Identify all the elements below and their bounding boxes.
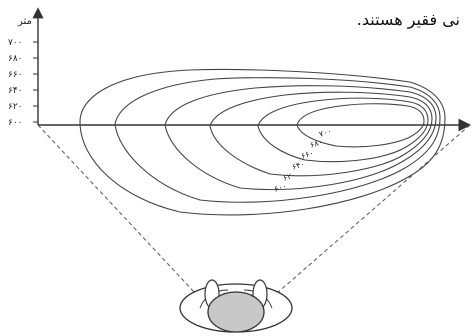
contour-label-700: ۷۰۰	[318, 126, 333, 139]
contour-label-600: ۶۰۰	[273, 181, 288, 194]
contour-line-620	[114, 77, 441, 203]
svg-text:۶۶۰: ۶۶۰	[8, 70, 23, 80]
svg-text:۶۰۰: ۶۰۰	[8, 118, 23, 128]
y-tick-0: ۷۰۰	[8, 38, 38, 48]
contour-line-600	[79, 68, 446, 216]
contour-line-660	[209, 91, 433, 177]
contour-label-640: ۶۴۰	[291, 159, 306, 172]
contour-label-620: ۶۲۰	[282, 170, 297, 183]
contour-line-680	[257, 97, 429, 163]
view-line-left	[37, 124, 197, 295]
svg-text:۷۰۰: ۷۰۰	[8, 38, 23, 48]
svg-text:۶۸۰: ۶۸۰	[8, 54, 23, 64]
caption-text: نی فقیر هستند.	[356, 10, 460, 29]
y-axis-unit: متر	[17, 16, 32, 27]
listener-head	[179, 279, 293, 333]
contour-line-700	[296, 103, 425, 148]
view-line-right	[275, 124, 471, 295]
contour-label-660: ۶۶۰	[300, 148, 315, 161]
y-tick-5: ۶۰۰	[8, 118, 38, 128]
head-oval	[207, 291, 265, 333]
y-tick-3: ۶۴۰	[8, 86, 38, 96]
y-tick-2: ۶۶۰	[8, 70, 38, 80]
svg-text:۶۴۰: ۶۴۰	[8, 86, 23, 96]
contour-label-680: ۶۸۰	[309, 137, 324, 150]
svg-text:۶۲۰: ۶۲۰	[8, 102, 23, 112]
y-tick-1: ۶۸۰	[8, 54, 38, 64]
contour-line-640	[164, 85, 437, 191]
y-tick-4: ۶۲۰	[8, 102, 38, 112]
